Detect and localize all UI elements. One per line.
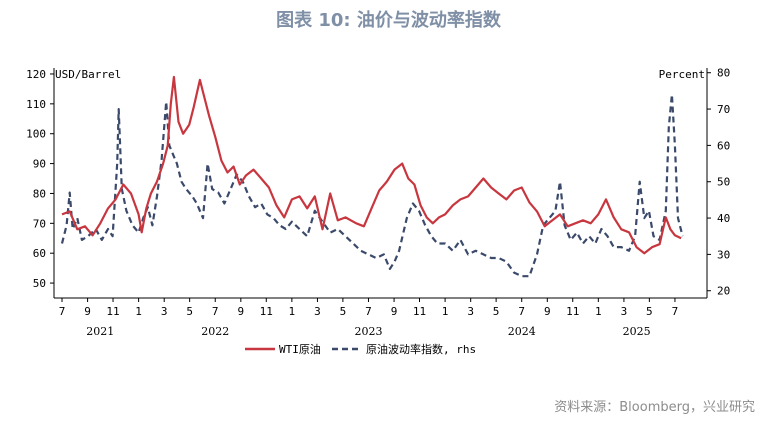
x-tick-label: 1 <box>135 305 142 318</box>
x-tick-label: 5 <box>340 305 347 318</box>
left-tick-label: 100 <box>26 128 46 141</box>
chart-title: 图表 10: 油价与波动率指数 <box>276 10 501 31</box>
right-tick-label: 30 <box>717 248 730 261</box>
right-tick-label: 80 <box>717 67 730 80</box>
source-note: 资料来源：Bloomberg，兴业研究 <box>554 400 755 415</box>
left-tick-label: 70 <box>33 217 46 230</box>
left-tick-label: 80 <box>33 187 46 200</box>
left-tick-label: 60 <box>33 247 46 260</box>
right-tick-label: 70 <box>717 103 730 116</box>
x-year-label: 2021 <box>86 325 114 338</box>
right-tick-label: 60 <box>717 139 730 152</box>
series-line-wti <box>61 75 682 255</box>
x-tick-label: 1 <box>289 305 296 318</box>
x-tick-label: 9 <box>238 305 245 318</box>
x-tick-label: 5 <box>646 305 653 318</box>
left-tick-label: 90 <box>33 158 46 171</box>
x-tick-label: 9 <box>544 305 551 318</box>
x-tick-label: 1 <box>595 305 602 318</box>
x-year-label: 2024 <box>508 325 536 338</box>
y-left-label: USD/Barrel <box>55 68 121 81</box>
x-tick-label: 11 <box>260 305 273 318</box>
left-tick-label: 110 <box>26 98 46 111</box>
x-tick-label: 7 <box>672 305 679 318</box>
right-tick-label: 50 <box>717 176 730 189</box>
x-year-label: 2023 <box>354 325 382 338</box>
legend-label-wti: WTI原油 <box>279 342 321 356</box>
left-tick-label: 50 <box>33 277 46 290</box>
x-tick-label: 1 <box>442 305 449 318</box>
left-tick-label: 120 <box>26 68 46 81</box>
x-tick-label: 5 <box>493 305 500 318</box>
x-tick-label: 7 <box>212 305 219 318</box>
right-tick-label: 20 <box>717 285 730 298</box>
x-tick-label: 7 <box>59 305 66 318</box>
x-tick-label: 9 <box>391 305 398 318</box>
x-tick-label: 3 <box>467 305 474 318</box>
right-axis: 20 30 40 50 60 70 80 <box>707 67 730 298</box>
x-tick-label: 3 <box>161 305 168 318</box>
x-tick-label: 11 <box>413 305 426 318</box>
x-tick-label: 3 <box>621 305 628 318</box>
x-year-label: 2022 <box>201 325 229 338</box>
series-layer <box>60 75 684 278</box>
legend-label-volatility: 原油波动率指数, rhs <box>366 342 476 356</box>
right-tick-label: 40 <box>717 212 730 225</box>
x-tick-label: 11 <box>106 305 119 318</box>
x-tick-label: 7 <box>365 305 372 318</box>
x-tick-label: 9 <box>84 305 91 318</box>
x-tick-label: 7 <box>518 305 525 318</box>
left-axis: 50 60 70 80 90 100 110 120 <box>26 68 54 290</box>
plot-frame <box>53 68 708 299</box>
x-tick-label: 11 <box>566 305 579 318</box>
x-tick-label: 5 <box>186 305 193 318</box>
x-tick-label: 3 <box>314 305 321 318</box>
x-year-label: 2025 <box>623 325 651 338</box>
y-right-label: Percent <box>659 68 705 81</box>
legend: WTI原油 原油波动率指数, rhs <box>245 342 476 356</box>
